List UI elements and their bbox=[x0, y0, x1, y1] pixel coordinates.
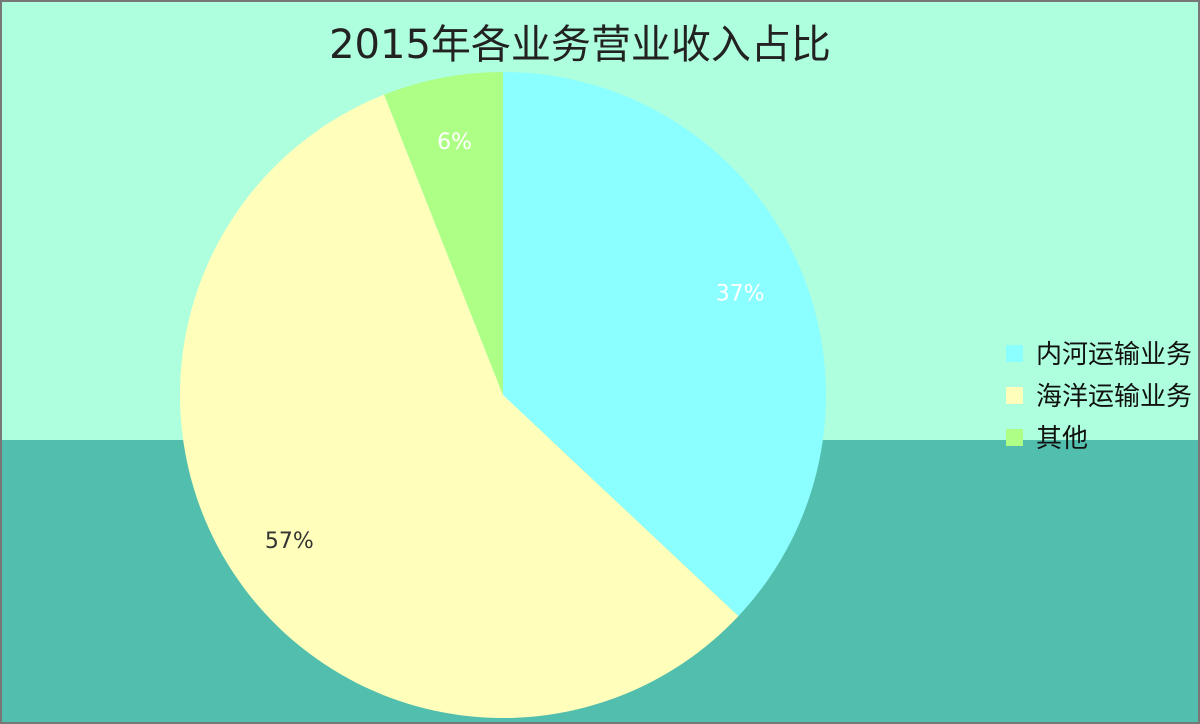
pie-slice-label-1: 37% bbox=[716, 281, 765, 306]
pie-slice-1 bbox=[503, 72, 826, 617]
pie-slice-label-3: 6% bbox=[437, 130, 472, 155]
pie-slice-label-2: 57% bbox=[265, 529, 314, 554]
legend-label-1: 内河运输业务 bbox=[1036, 340, 1192, 370]
legend-swatch-3 bbox=[1006, 429, 1023, 446]
legend-swatch-2 bbox=[1006, 387, 1023, 404]
legend-swatch-1 bbox=[1006, 345, 1023, 362]
pie-chart: 37% 57% 6% bbox=[179, 72, 826, 719]
chart-title: 2015年各业务营业收入占比 bbox=[329, 22, 831, 68]
pie-slice-2 bbox=[179, 94, 739, 719]
legend-label-3: 其他 bbox=[1036, 424, 1088, 454]
legend-label-2: 海洋运输业务 bbox=[1036, 382, 1192, 412]
pie-slice-3 bbox=[384, 72, 503, 395]
